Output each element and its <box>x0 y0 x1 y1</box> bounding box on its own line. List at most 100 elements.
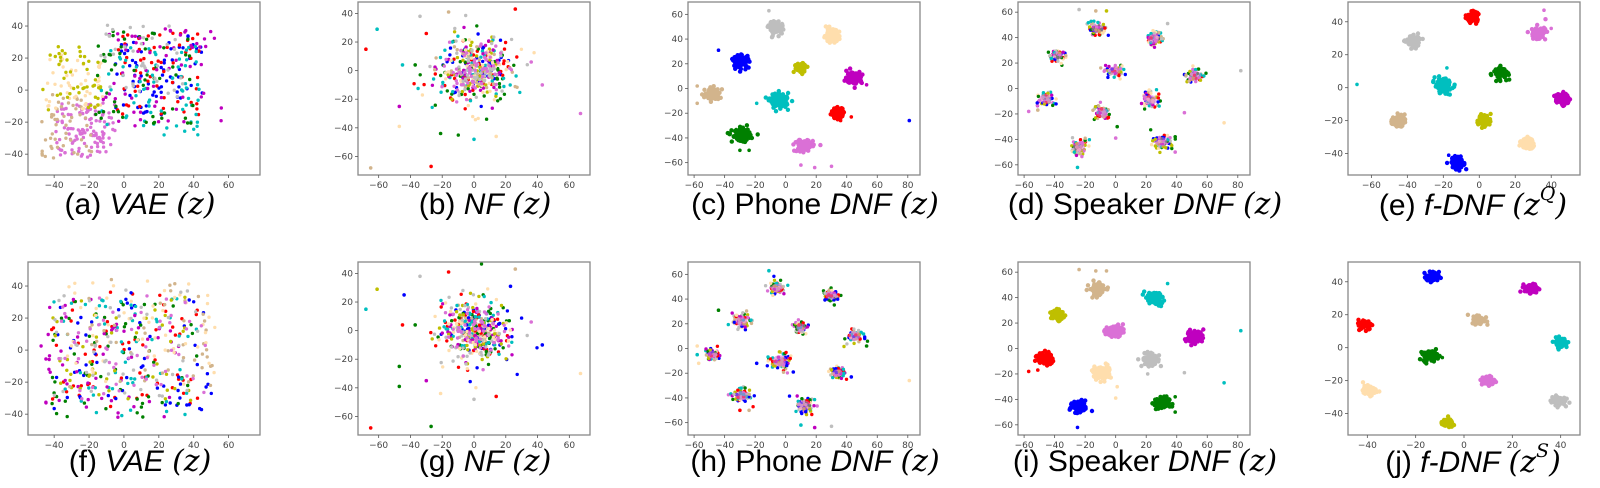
panel-d: −60 −40 −20 0 20 40 60 80 −60 −40 −20 0 20 40 60 (d) S… <box>990 0 1290 240</box>
svg-text:−40: −40 <box>334 124 353 134</box>
svg-text:40: 40 <box>1002 34 1014 44</box>
svg-text:20: 20 <box>342 38 354 48</box>
svg-text:0: 0 <box>471 441 477 451</box>
panel-h: −60 −40 −20 0 20 40 60 80 −60 −40 −20 0 20 40 60 (h) P… <box>660 260 960 488</box>
svg-text:0: 0 <box>471 181 477 191</box>
svg-text:−40: −40 <box>1398 181 1417 191</box>
svg-text:20: 20 <box>1332 51 1344 61</box>
svg-text:−60: −60 <box>994 161 1013 171</box>
svg-text:−20: −20 <box>433 181 452 191</box>
panel-c: −60 −40 −20 0 20 40 60 80 −60 −40 −20 0 20 40 60 (c) P… <box>660 0 960 240</box>
svg-text:−60: −60 <box>664 159 683 169</box>
svg-text:40: 40 <box>188 441 200 451</box>
scatter-plot-b: −60 −40 −20 0 20 40 60 −60 −40 −20 0 20 40 <box>334 1 591 191</box>
svg-text:20: 20 <box>500 181 512 191</box>
svg-text:−20: −20 <box>746 181 765 191</box>
svg-text:60: 60 <box>1002 8 1014 18</box>
svg-text:−20: −20 <box>4 118 23 128</box>
svg-text:−40: −40 <box>1045 181 1064 191</box>
svg-text:−40: −40 <box>401 181 420 191</box>
scatter-plot-d: −60 −40 −20 0 20 40 60 80 −60 −40 −20 0 20 40 60 <box>994 1 1251 191</box>
svg-text:−40: −40 <box>4 150 23 160</box>
svg-text:−20: −20 <box>994 110 1013 120</box>
svg-text:0: 0 <box>17 86 23 96</box>
svg-text:−20: −20 <box>334 95 353 105</box>
svg-text:0: 0 <box>783 181 789 191</box>
svg-text:40: 40 <box>1332 18 1344 28</box>
svg-text:−20: −20 <box>1434 181 1453 191</box>
scatter-plot-g: −60 −40 −20 0 20 40 60 −60 −40 −20 0 20 40 <box>334 261 591 451</box>
svg-text:0: 0 <box>347 327 353 337</box>
svg-text:−40: −40 <box>1324 150 1343 160</box>
panel-j: −40 −20 0 20 40 −40 −20 0 20 40 (j) f-DNF (zS) <box>1320 260 1600 488</box>
panel-g: −60 −40 −20 0 20 40 60 −60 −40 −20 0 20 40 (g) NF (z… <box>330 260 630 488</box>
svg-text:20: 20 <box>153 441 165 451</box>
svg-text:−40: −40 <box>334 384 353 394</box>
scatter-plot-a: −40 −20 0 20 40 60 −40 −20 0 20 40 <box>4 1 261 191</box>
svg-text:60: 60 <box>564 441 576 451</box>
panel-b: −60 −40 −20 0 20 40 60 −60 −40 −20 0 20 40 (b) NF (z… <box>330 0 630 240</box>
svg-text:20: 20 <box>153 181 165 191</box>
svg-text:40: 40 <box>342 9 354 19</box>
svg-text:20: 20 <box>810 181 822 191</box>
panel-a: −40 −20 0 20 40 60 −40 −20 0 20 40 (a) VAE (z) <box>0 0 300 240</box>
svg-text:−60: −60 <box>369 181 388 191</box>
svg-text:20: 20 <box>1002 59 1014 69</box>
svg-text:0: 0 <box>347 67 353 77</box>
caption-d: (d) Speaker DNF (z) <box>1007 187 1283 222</box>
svg-text:40: 40 <box>1171 181 1183 191</box>
svg-text:0: 0 <box>1113 181 1119 191</box>
caption-f: (f) VAE (z) <box>68 444 212 479</box>
svg-text:−20: −20 <box>4 378 23 388</box>
caption-j: (j) f-DNF (zS) <box>1385 440 1561 480</box>
svg-text:20: 20 <box>12 314 24 324</box>
svg-text:−20: −20 <box>433 441 452 451</box>
svg-text:60: 60 <box>1202 181 1214 191</box>
panel-e: −60 −40 −20 0 20 40 −40 −20 0 20 40 (e) f-DNF (zQ) <box>1320 0 1600 240</box>
svg-text:60: 60 <box>672 10 684 20</box>
svg-text:−60: −60 <box>1362 181 1381 191</box>
svg-text:40: 40 <box>342 269 354 279</box>
svg-text:−20: −20 <box>80 181 99 191</box>
svg-text:80: 80 <box>1232 181 1244 191</box>
scatter-plot-f: −40 −20 0 20 40 60 −40 −20 0 20 40 <box>4 261 261 451</box>
caption-e: (e) f-DNF (zQ) <box>1378 183 1568 223</box>
svg-text:−60: −60 <box>685 181 704 191</box>
svg-text:−60: −60 <box>334 412 353 422</box>
svg-text:40: 40 <box>12 22 24 32</box>
svg-text:−20: −20 <box>1076 181 1095 191</box>
svg-text:40: 40 <box>12 282 24 292</box>
svg-text:−40: −40 <box>715 181 734 191</box>
svg-text:−40: −40 <box>45 441 64 451</box>
svg-text:20: 20 <box>1510 181 1522 191</box>
scatter-plot-c: −60 −40 −20 0 20 40 60 80 −60 −40 −20 0 20 40 60 <box>664 1 921 191</box>
svg-text:20: 20 <box>342 298 354 308</box>
caption-i: (i) Speaker DNF (z) <box>1012 444 1278 479</box>
svg-text:−40: −40 <box>401 441 420 451</box>
caption-g: (g) NF (z) <box>418 444 552 479</box>
svg-text:0: 0 <box>1476 181 1482 191</box>
caption-a: (a) VAE (z) <box>64 187 216 222</box>
svg-text:0: 0 <box>1337 84 1343 94</box>
svg-text:0: 0 <box>1007 85 1013 95</box>
svg-text:−40: −40 <box>4 410 23 420</box>
svg-text:−20: −20 <box>664 109 683 119</box>
svg-text:−40: −40 <box>45 181 64 191</box>
svg-text:−40: −40 <box>994 135 1013 145</box>
svg-text:40: 40 <box>188 181 200 191</box>
svg-text:0: 0 <box>121 441 127 451</box>
svg-text:−60: −60 <box>334 152 353 162</box>
caption-c: (c) Phone DNF (z) <box>691 187 939 222</box>
svg-text:−20: −20 <box>334 355 353 365</box>
svg-text:40: 40 <box>1545 181 1557 191</box>
svg-text:20: 20 <box>1140 181 1152 191</box>
caption-b: (b) NF (z) <box>418 187 552 222</box>
svg-text:20: 20 <box>672 60 684 70</box>
svg-text:20: 20 <box>500 441 512 451</box>
svg-text:0: 0 <box>121 181 127 191</box>
svg-text:80: 80 <box>902 181 914 191</box>
panel-i: −60 −40 −20 0 20 40 60 80 −60 −40 −20 0 20 40 60 (i) S… <box>990 260 1290 488</box>
